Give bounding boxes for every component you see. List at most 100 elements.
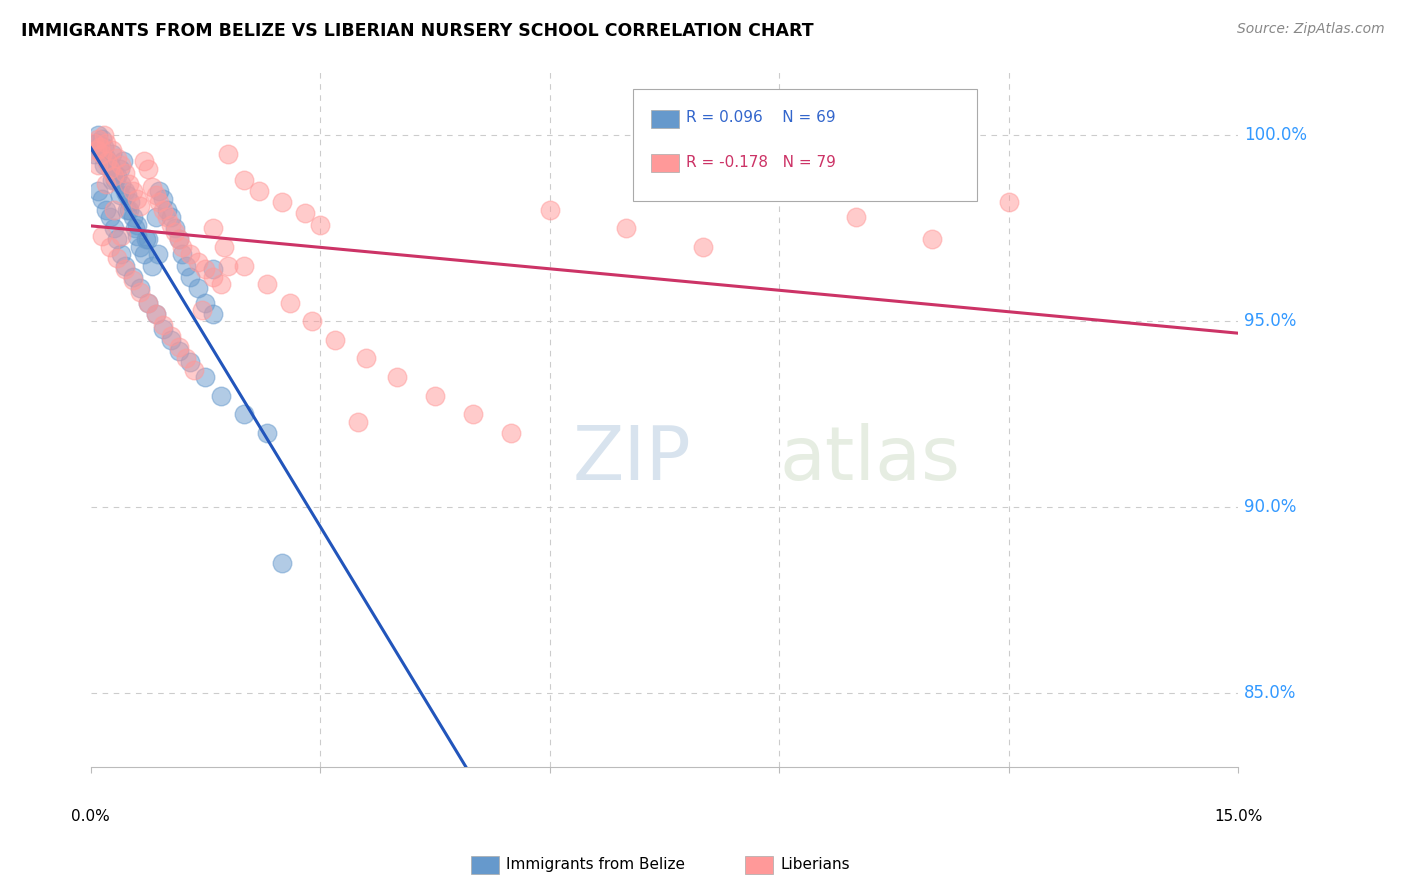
Point <box>145 187 167 202</box>
Point <box>121 184 143 198</box>
Point <box>114 259 136 273</box>
Point <box>91 228 114 243</box>
Point <box>152 192 174 206</box>
Point <box>105 232 128 246</box>
Point <box>194 262 217 277</box>
Point <box>247 184 270 198</box>
Point <box>141 180 163 194</box>
Point <box>202 221 225 235</box>
Point <box>108 187 131 202</box>
Point <box>179 355 201 369</box>
Text: 85.0%: 85.0% <box>1244 684 1296 702</box>
Point <box>114 165 136 179</box>
Point <box>214 240 236 254</box>
Point <box>501 425 523 440</box>
Point <box>129 199 152 213</box>
Point <box>136 295 159 310</box>
Point <box>103 202 125 217</box>
Text: 15.0%: 15.0% <box>1213 809 1263 824</box>
Point <box>129 281 152 295</box>
Point <box>997 195 1019 210</box>
Point <box>103 169 125 184</box>
Point <box>111 154 134 169</box>
Text: R = 0.096    N = 69: R = 0.096 N = 69 <box>686 111 835 125</box>
Point <box>172 247 194 261</box>
Point <box>614 221 637 235</box>
Point <box>194 370 217 384</box>
Point <box>160 329 183 343</box>
Point <box>232 259 254 273</box>
Text: Liberians: Liberians <box>780 857 851 871</box>
Text: atlas: atlas <box>779 424 960 496</box>
Point <box>98 158 121 172</box>
Point <box>187 254 209 268</box>
Text: 95.0%: 95.0% <box>1244 312 1296 330</box>
Point <box>179 247 201 261</box>
Point <box>174 351 197 366</box>
Point <box>423 388 446 402</box>
Point <box>93 139 115 153</box>
Text: IMMIGRANTS FROM BELIZE VS LIBERIAN NURSERY SCHOOL CORRELATION CHART: IMMIGRANTS FROM BELIZE VS LIBERIAN NURSE… <box>21 22 814 40</box>
Point <box>202 307 225 321</box>
Point <box>202 269 225 284</box>
Point <box>129 285 152 299</box>
Point <box>294 206 316 220</box>
Point <box>125 192 148 206</box>
Point <box>194 295 217 310</box>
Point <box>270 195 292 210</box>
Point <box>98 210 121 224</box>
Point <box>217 147 239 161</box>
Text: R = -0.178   N = 79: R = -0.178 N = 79 <box>686 155 837 169</box>
Point <box>101 147 124 161</box>
Point <box>98 240 121 254</box>
Point <box>152 321 174 335</box>
Point <box>120 195 142 210</box>
Point <box>94 136 117 150</box>
Point <box>83 136 105 150</box>
Point <box>96 154 118 169</box>
Point <box>94 202 117 217</box>
Point <box>103 221 125 235</box>
Point <box>163 221 186 235</box>
Point <box>87 128 110 143</box>
Point <box>209 388 232 402</box>
Text: Source: ZipAtlas.com: Source: ZipAtlas.com <box>1237 22 1385 37</box>
Point <box>87 132 110 146</box>
Point <box>148 195 170 210</box>
Point <box>217 259 239 273</box>
Point <box>110 247 132 261</box>
Point <box>125 218 148 232</box>
Point <box>93 128 115 143</box>
Point <box>110 177 132 191</box>
Point <box>347 415 370 429</box>
Text: Immigrants from Belize: Immigrants from Belize <box>506 857 685 871</box>
Point <box>114 262 136 277</box>
Point <box>190 303 212 318</box>
Point <box>278 295 301 310</box>
Point <box>152 318 174 332</box>
Point <box>117 187 139 202</box>
Point <box>187 281 209 295</box>
Point <box>136 295 159 310</box>
Point <box>232 407 254 421</box>
Point <box>209 277 232 291</box>
Point <box>160 210 183 224</box>
Point <box>91 192 114 206</box>
Point <box>125 228 148 243</box>
Point <box>256 277 278 291</box>
Point <box>145 210 167 224</box>
Point <box>183 362 205 376</box>
Point <box>110 228 132 243</box>
Point <box>692 240 714 254</box>
Point <box>118 202 141 217</box>
Point <box>96 154 118 169</box>
Point <box>136 161 159 176</box>
Point <box>174 259 197 273</box>
Point <box>105 251 128 265</box>
Point <box>118 177 141 191</box>
Point <box>83 147 105 161</box>
Point <box>270 556 292 570</box>
Point <box>152 202 174 217</box>
Point <box>167 232 190 246</box>
Point <box>108 161 131 176</box>
